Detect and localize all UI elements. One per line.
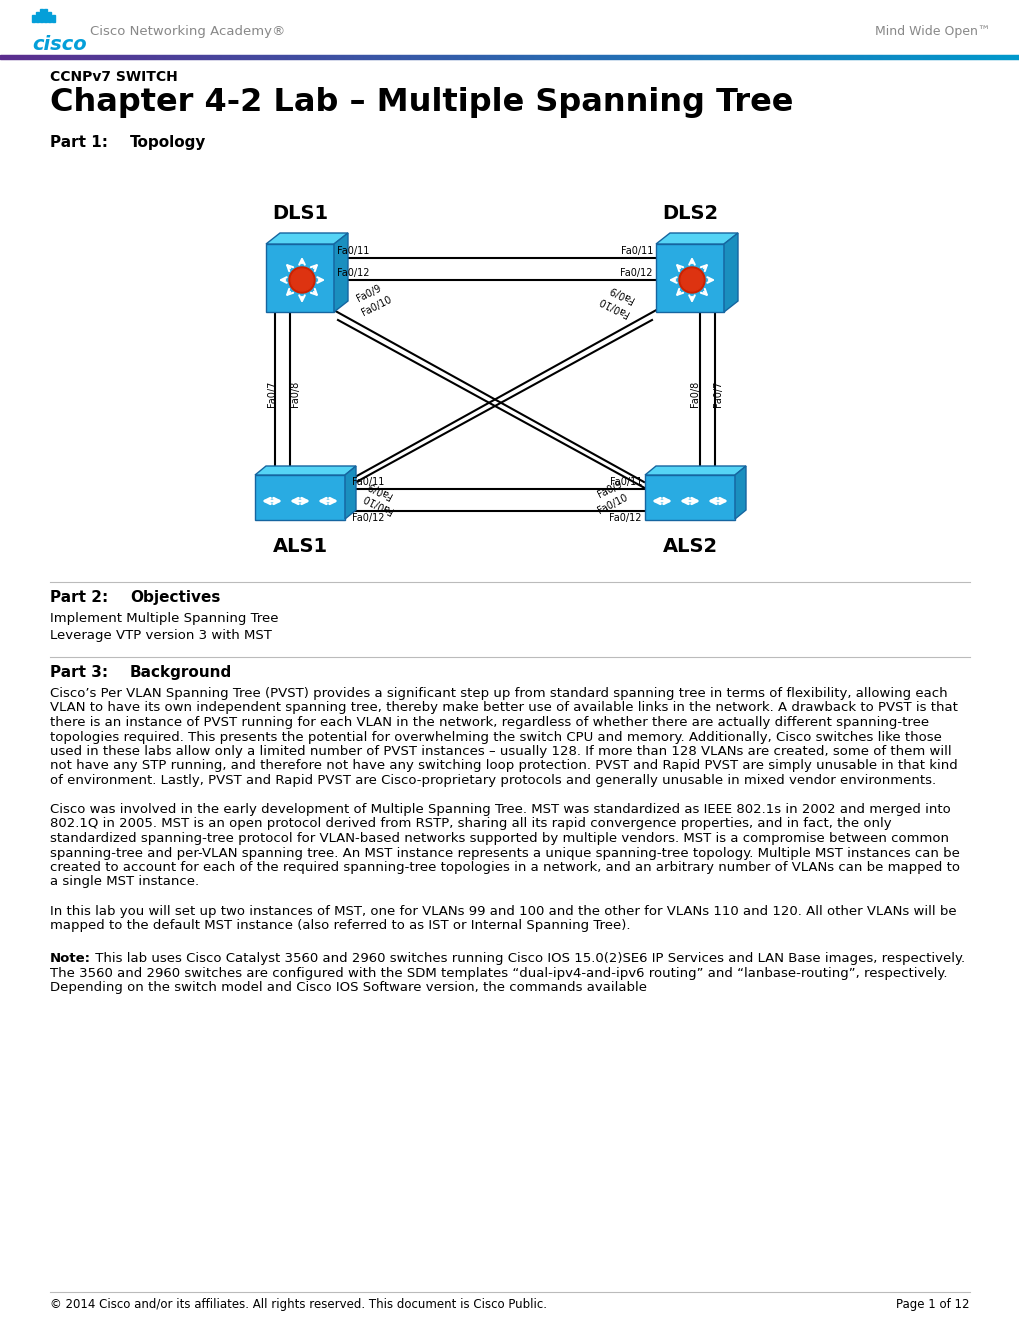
Text: CCNPv7 SWITCH: CCNPv7 SWITCH <box>50 70 177 84</box>
Text: Fa0/9: Fa0/9 <box>366 479 393 500</box>
Text: VLAN to have its own independent spanning tree, thereby make better use of avail: VLAN to have its own independent spannin… <box>50 701 957 714</box>
Text: In this lab you will set up two instances of MST, one for VLANs 99 and 100 and t: In this lab you will set up two instance… <box>50 904 956 917</box>
Text: Fa0/10: Fa0/10 <box>361 492 394 516</box>
FancyBboxPatch shape <box>266 244 333 312</box>
Text: Fa0/11: Fa0/11 <box>352 477 384 487</box>
Polygon shape <box>655 234 738 244</box>
Text: Fa0/7: Fa0/7 <box>267 380 277 407</box>
Text: Fa0/12: Fa0/12 <box>609 513 641 523</box>
Text: Fa0/7: Fa0/7 <box>712 380 722 407</box>
Text: of environment. Lastly, PVST and Rapid PVST are Cisco-proprietary protocols and : of environment. Lastly, PVST and Rapid P… <box>50 774 935 787</box>
Text: a single MST instance.: a single MST instance. <box>50 875 199 888</box>
FancyBboxPatch shape <box>255 475 344 520</box>
Circle shape <box>681 269 702 290</box>
Text: Chapter 4-2 Lab – Multiple Spanning Tree: Chapter 4-2 Lab – Multiple Spanning Tree <box>50 87 793 117</box>
Text: Fa0/11: Fa0/11 <box>336 246 369 256</box>
Text: Cisco’s Per VLAN Spanning Tree (PVST) provides a significant step up from standa: Cisco’s Per VLAN Spanning Tree (PVST) pr… <box>50 686 947 700</box>
Bar <box>44 9 47 22</box>
Text: Fa0/12: Fa0/12 <box>620 268 652 279</box>
Text: there is an instance of PVST running for each VLAN in the network, regardless of: there is an instance of PVST running for… <box>50 715 928 729</box>
Text: The 3560 and 2960 switches are configured with the SDM templates “dual-ipv4-and-: The 3560 and 2960 switches are configure… <box>50 966 947 979</box>
Text: ALS2: ALS2 <box>661 537 716 556</box>
Text: Fa0/11: Fa0/11 <box>609 477 641 487</box>
Text: Fa0/9: Fa0/9 <box>355 284 382 304</box>
Text: Fa0/10: Fa0/10 <box>596 294 630 318</box>
Text: Topology: Topology <box>129 135 206 150</box>
Text: DLS2: DLS2 <box>661 205 717 223</box>
Circle shape <box>288 267 315 293</box>
Text: Cisco Networking Academy®: Cisco Networking Academy® <box>90 25 285 37</box>
Text: Implement Multiple Spanning Tree: Implement Multiple Spanning Tree <box>50 612 278 624</box>
Text: topologies required. This presents the potential for overwhelming the switch CPU: topologies required. This presents the p… <box>50 730 941 743</box>
Text: Mind Wide Open™: Mind Wide Open™ <box>873 25 989 37</box>
Text: Fa0/11: Fa0/11 <box>620 246 652 256</box>
Text: Fa0/12: Fa0/12 <box>336 268 369 279</box>
Bar <box>0 0 1019 58</box>
Text: ALS1: ALS1 <box>272 537 327 556</box>
Polygon shape <box>735 466 745 519</box>
Bar <box>32 15 35 22</box>
Text: This lab uses Cisco Catalyst 3560 and 2960 switches running Cisco IOS 15.0(2)SE6: This lab uses Cisco Catalyst 3560 and 29… <box>91 952 964 965</box>
Bar <box>36 12 39 22</box>
Polygon shape <box>333 234 347 312</box>
Text: © 2014 Cisco and/or its affiliates. All rights reserved. This document is Cisco : © 2014 Cisco and/or its affiliates. All … <box>50 1298 546 1311</box>
FancyBboxPatch shape <box>644 475 735 520</box>
Text: cisco: cisco <box>32 36 87 54</box>
Text: Fa0/9: Fa0/9 <box>595 479 624 500</box>
Text: mapped to the default MST instance (also referred to as IST or Internal Spanning: mapped to the default MST instance (also… <box>50 919 630 932</box>
Bar <box>52 15 55 22</box>
Text: Depending on the switch model and Cisco IOS Software version, the commands avail: Depending on the switch model and Cisco … <box>50 981 646 994</box>
Text: Leverage VTP version 3 with MST: Leverage VTP version 3 with MST <box>50 628 272 642</box>
Text: Page 1 of 12: Page 1 of 12 <box>896 1298 969 1311</box>
Circle shape <box>679 267 704 293</box>
Text: Background: Background <box>129 665 232 680</box>
Text: created to account for each of the required spanning-tree topologies in a networ: created to account for each of the requi… <box>50 861 959 874</box>
Polygon shape <box>266 234 347 244</box>
Text: Objectives: Objectives <box>129 590 220 605</box>
Text: Fa0/8: Fa0/8 <box>689 380 699 407</box>
Circle shape <box>290 269 313 290</box>
Text: Fa0/9: Fa0/9 <box>606 284 635 304</box>
Bar <box>48 12 51 22</box>
Text: Fa0/10: Fa0/10 <box>360 294 393 318</box>
Text: Part 3:: Part 3: <box>50 665 108 680</box>
Polygon shape <box>255 466 356 475</box>
Text: Fa0/10: Fa0/10 <box>595 492 629 516</box>
Text: not have any STP running, and therefore not have any switching loop protection. : not have any STP running, and therefore … <box>50 759 957 772</box>
Polygon shape <box>723 234 738 312</box>
Bar <box>40 9 43 22</box>
Polygon shape <box>344 466 356 519</box>
Text: Part 2:: Part 2: <box>50 590 108 605</box>
Text: DLS1: DLS1 <box>272 205 328 223</box>
Text: used in these labs allow only a limited number of PVST instances – usually 128. : used in these labs allow only a limited … <box>50 744 951 758</box>
Text: Fa0/12: Fa0/12 <box>352 513 384 523</box>
Text: Cisco was involved in the early development of Multiple Spanning Tree. MST was s: Cisco was involved in the early developm… <box>50 803 950 816</box>
Text: standardized spanning-tree protocol for VLAN-based networks supported by multipl: standardized spanning-tree protocol for … <box>50 832 948 845</box>
Polygon shape <box>644 466 745 475</box>
Text: 802.1Q in 2005. MST is an open protocol derived from RSTP, sharing all its rapid: 802.1Q in 2005. MST is an open protocol … <box>50 817 891 830</box>
Text: Note:: Note: <box>50 952 91 965</box>
Text: Part 1:: Part 1: <box>50 135 108 150</box>
Text: spanning-tree and per-VLAN spanning tree. An MST instance represents a unique sp: spanning-tree and per-VLAN spanning tree… <box>50 846 959 859</box>
Text: Fa0/8: Fa0/8 <box>289 380 300 407</box>
FancyBboxPatch shape <box>655 244 723 312</box>
